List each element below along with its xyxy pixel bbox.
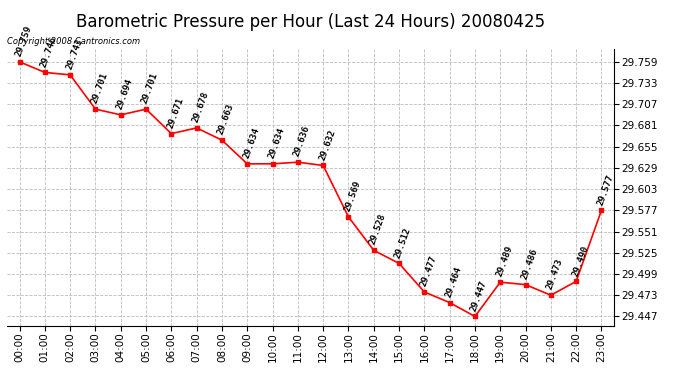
Text: 29.634: 29.634 — [267, 126, 286, 160]
Text: 29.746: 29.746 — [39, 35, 59, 68]
Text: 29.694: 29.694 — [115, 77, 135, 111]
Text: 29.528: 29.528 — [368, 213, 388, 246]
Text: 29.671: 29.671 — [166, 96, 185, 129]
Text: 29.489: 29.489 — [495, 244, 514, 278]
Text: 29.634: 29.634 — [241, 126, 261, 160]
Text: 29.678: 29.678 — [191, 90, 210, 124]
Text: 29.512: 29.512 — [393, 226, 413, 259]
Text: 29.759: 29.759 — [14, 24, 33, 58]
Text: Copyright 2008 Cantronics.com: Copyright 2008 Cantronics.com — [7, 37, 140, 46]
Text: 29.486: 29.486 — [520, 247, 540, 280]
Text: 29.473: 29.473 — [545, 258, 564, 291]
Text: Barometric Pressure per Hour (Last 24 Hours) 20080425: Barometric Pressure per Hour (Last 24 Ho… — [76, 13, 545, 31]
Text: 29.477: 29.477 — [419, 254, 438, 288]
Text: 29.663: 29.663 — [216, 103, 236, 136]
Text: 29.577: 29.577 — [595, 173, 615, 206]
Text: 29.701: 29.701 — [140, 72, 160, 105]
Text: 29.636: 29.636 — [292, 124, 312, 158]
Text: 29.490: 29.490 — [571, 244, 590, 277]
Text: 29.632: 29.632 — [317, 128, 337, 161]
Text: 29.447: 29.447 — [469, 279, 489, 312]
Text: 29.464: 29.464 — [444, 265, 464, 298]
Text: 29.569: 29.569 — [343, 179, 362, 213]
Text: 29.701: 29.701 — [90, 72, 109, 105]
Text: 29.743: 29.743 — [64, 38, 84, 71]
